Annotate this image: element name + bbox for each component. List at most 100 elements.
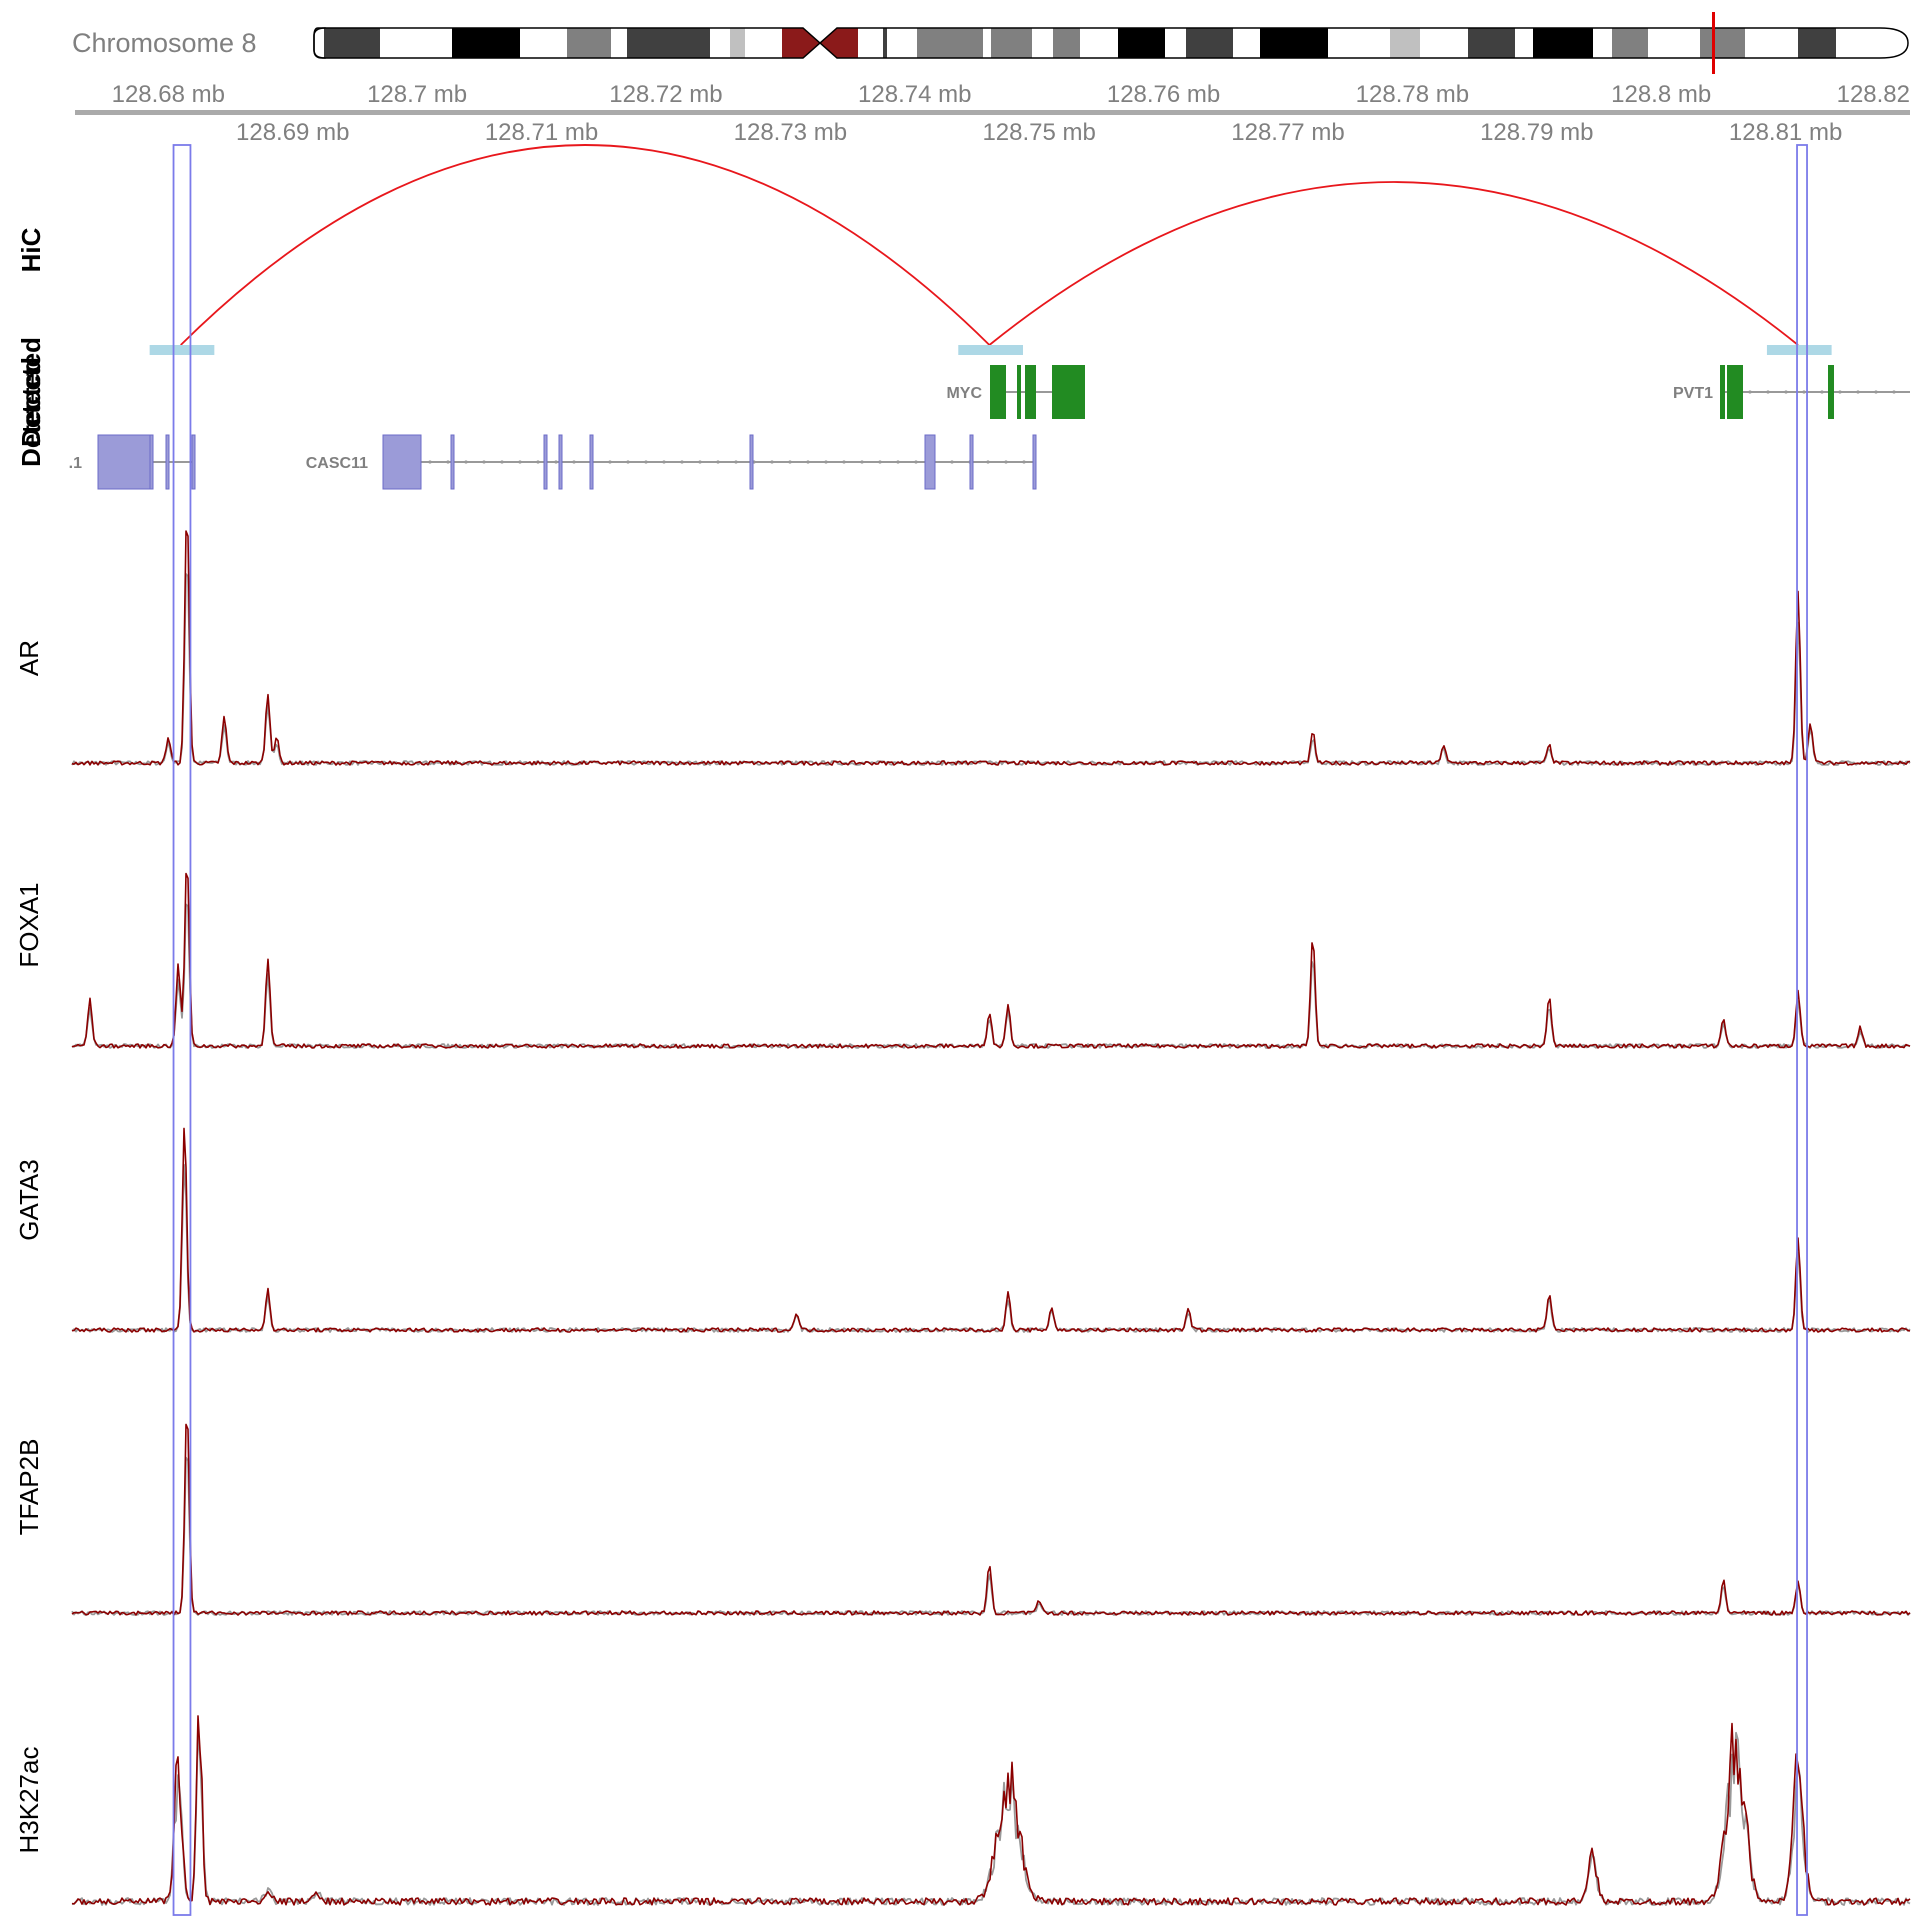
hic-loop-arc: [180, 144, 991, 346]
ideogram-band: [730, 28, 745, 58]
track-label-tfap2b: TFAP2B: [14, 1439, 44, 1536]
chromosome-label: Chromosome 8: [72, 28, 257, 58]
strand-tick: [878, 460, 882, 464]
strand-tick: [950, 460, 954, 464]
ideogram-band: [782, 28, 803, 58]
ideogram-band: [1260, 28, 1328, 58]
ideogram-band: [1186, 28, 1233, 58]
strand-tick: [1802, 390, 1806, 394]
axis-tick-label: 128.68 mb: [112, 81, 225, 108]
ideogram-left-cap: [313, 27, 326, 59]
axis-tick-label: 128.75 mb: [982, 119, 1095, 146]
chromosome-ideogram: Chromosome 8: [72, 12, 1909, 74]
strand-tick: [1820, 390, 1824, 394]
myc-exon-4: [1052, 365, 1085, 419]
gene-label-myc: MYC: [946, 385, 982, 402]
axis-tick-label: 128.81 mb: [1729, 119, 1842, 146]
axis-tick-label: 128.77 mb: [1231, 119, 1344, 146]
axis-tick-label: 128.79 mb: [1480, 119, 1593, 146]
strand-tick: [464, 460, 468, 464]
track-label-hic: HiC: [16, 227, 46, 272]
ideogram-band: [452, 28, 520, 58]
ideogram-band: [858, 28, 883, 58]
strand-tick: [896, 460, 900, 464]
ideogram-outline: [313, 27, 1909, 59]
ideogram-band: [1118, 28, 1165, 58]
strand-tick: [1784, 390, 1788, 394]
gene-pvt1: PVT1: [1673, 365, 1910, 419]
ideogram-band: [611, 28, 627, 58]
gene-casc11: CASC11: [306, 434, 1037, 490]
axis-tick-label: 128.71 mb: [485, 119, 598, 146]
pvt1-exon-3: [1828, 365, 1834, 419]
track-label-h3k27ac: H3K27ac: [14, 1747, 44, 1854]
casc11-exon-6: [749, 434, 754, 490]
strand-tick: [860, 460, 864, 464]
ideogram-band: [627, 28, 710, 58]
casc11-exon-3: [543, 434, 548, 490]
ideogram-band: [567, 28, 611, 58]
ideogram-band: [1468, 28, 1515, 58]
signal-line-secondary: [71, 1163, 1911, 1333]
strand-tick: [716, 460, 720, 464]
strand-tick: [1022, 460, 1026, 464]
strand-tick: [788, 460, 792, 464]
ideogram-band: [1233, 28, 1260, 58]
axis-tick-label: 128.8 mb: [1611, 81, 1711, 108]
strand-tick: [554, 460, 558, 464]
signal-line-primary: [71, 1715, 1911, 1906]
strand-tick: [446, 460, 450, 464]
ideogram-band: [837, 28, 858, 58]
ideogram-band: [1032, 28, 1053, 58]
axis-tick-label: 128.7 mb: [367, 81, 467, 108]
casc11-exon-7: [924, 434, 936, 490]
ideogram-band: [983, 28, 991, 58]
casc11-exon-2: [450, 434, 455, 490]
signal-line-secondary: [71, 903, 1911, 1049]
signal-line-secondary: [71, 1728, 1911, 1906]
left-gene-exon-1: [97, 434, 151, 490]
axis-tick-label: 128.82: [1837, 81, 1910, 108]
track-label-ar: AR: [14, 640, 44, 676]
signal-line-primary: [71, 872, 1911, 1049]
ideogram-region-marker: [1712, 12, 1715, 74]
ideogram-band: [1593, 28, 1612, 58]
ideogram-band: [1798, 28, 1836, 58]
signal-tracks: [71, 530, 1911, 1906]
strand-tick: [428, 460, 432, 464]
ideogram-band: [380, 28, 452, 58]
signal-track-foxa1: [71, 872, 1911, 1049]
strand-tick: [1892, 390, 1896, 394]
highlight-box: [172, 144, 192, 1916]
strand-tick: [644, 460, 648, 464]
axis-top-tick-labels: 128.68 mb 128.7 mb 128.72 mb 128.74 mb 128.7…: [112, 81, 1910, 108]
track-label-detected-1: Detected: [16, 337, 46, 447]
casc11-exon-9: [1032, 434, 1037, 490]
axis-tick-label: 128.76 mb: [1107, 81, 1220, 108]
ideogram-band: [745, 28, 782, 58]
track-label-gata3: GATA3: [14, 1159, 44, 1240]
strand-tick: [536, 460, 540, 464]
hic-anchor: [1766, 345, 1832, 355]
strand-tick: [518, 460, 522, 464]
left-gene-exon-2: [149, 434, 154, 490]
ideogram-band: [1420, 28, 1468, 58]
axis-tick-label: 128.73 mb: [734, 119, 847, 146]
highlight-regions: [172, 144, 1808, 1916]
strand-tick: [1766, 390, 1770, 394]
axis-tick-label: 128.69 mb: [236, 119, 349, 146]
strand-tick: [680, 460, 684, 464]
axis-bottom-tick-labels: 128.69 mb 128.71 mb 128.73 mb 128.75 mb 128.…: [236, 119, 1842, 146]
myc-exon-3: [1025, 365, 1036, 419]
axis-tick-label: 128.78 mb: [1356, 81, 1469, 108]
strand-tick: [824, 460, 828, 464]
hic-anchor: [958, 345, 1023, 355]
gene-annotation-track: MYC PVT1 .1: [69, 365, 1910, 490]
track-label-foxa1: FOXA1: [14, 882, 44, 967]
axis-tick-label: 128.74 mb: [858, 81, 971, 108]
strand-tick: [1004, 460, 1008, 464]
strand-tick: [1856, 390, 1860, 394]
casc11-strand-ticks: [428, 460, 1026, 464]
strand-tick: [1838, 390, 1842, 394]
ideogram-band: [1053, 28, 1080, 58]
